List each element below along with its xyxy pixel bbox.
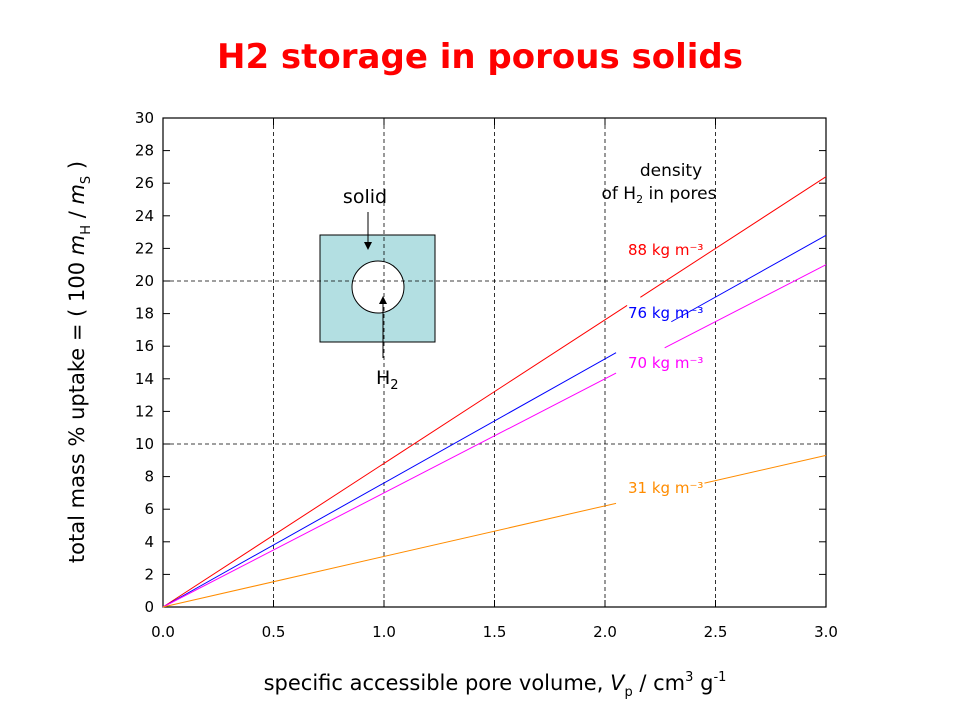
y-tick-label: 22	[135, 239, 154, 257]
y-tick-label: 30	[135, 109, 154, 127]
legend-title: density	[640, 161, 702, 181]
inset-label: H2	[376, 367, 399, 393]
x-tick-label: 1.0	[372, 623, 396, 641]
inset-label: solid	[343, 186, 387, 208]
y-axis-label: total mass % uptake = ( 100 mH / mS )	[65, 161, 94, 563]
x-tick-label: 1.5	[483, 623, 507, 641]
y-tick-label: 16	[135, 337, 154, 355]
series-line	[162, 454, 827, 608]
inset-diagram: solid H2	[319, 186, 436, 393]
x-tick-label: 0.0	[151, 623, 175, 641]
y-tick-label: 18	[135, 305, 154, 323]
series-line	[162, 234, 827, 608]
y-tick-label: 6	[144, 500, 154, 518]
y-tick-label: 12	[135, 402, 154, 420]
arrow-head	[379, 296, 387, 304]
y-tick-label: 28	[135, 142, 154, 160]
series-line	[162, 176, 827, 608]
x-tick-label: 2.5	[704, 623, 728, 641]
legend-label: 31 kg m⁻³	[628, 479, 703, 497]
arrow-head	[364, 242, 372, 250]
x-tick-label: 2.0	[593, 623, 617, 641]
y-tick-label: 8	[144, 468, 154, 486]
y-tick-label: 14	[135, 370, 154, 388]
legend-title: of H2 in pores	[601, 184, 716, 206]
legend-label: 88 kg m⁻³	[628, 241, 703, 259]
legend-label: 76 kg m⁻³	[628, 304, 703, 322]
x-tick-label: 3.0	[814, 623, 838, 641]
legend-label: 70 kg m⁻³	[628, 354, 703, 372]
y-tick-label: 0	[144, 598, 154, 616]
y-tick-label: 2	[144, 565, 154, 583]
chart-title: H2 storage in porous solids	[217, 37, 743, 77]
y-tick-label: 20	[135, 272, 154, 290]
x-tick-label: 0.5	[262, 623, 286, 641]
inset-solid	[319, 234, 436, 343]
inset-pore	[351, 260, 405, 314]
y-tick-label: 26	[135, 174, 154, 192]
x-axis-label: specific accessible pore volume, Vp / cm…	[264, 670, 727, 700]
y-tick-label: 4	[144, 533, 154, 551]
y-tick-label: 10	[135, 435, 154, 453]
y-tick-label: 24	[135, 207, 154, 225]
series-line	[162, 264, 827, 608]
